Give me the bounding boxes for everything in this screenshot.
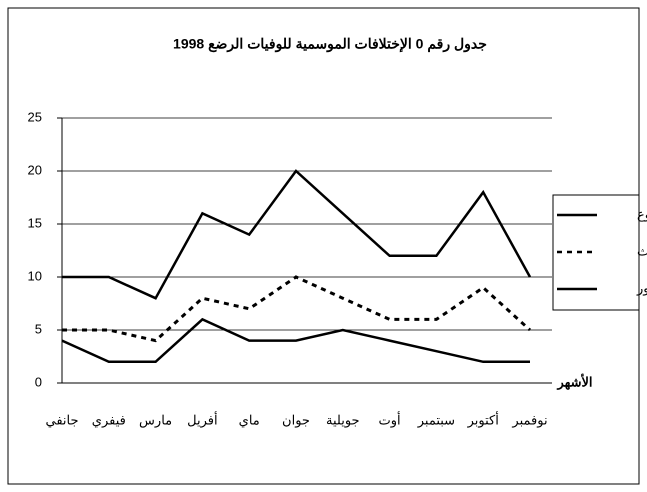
data-line xyxy=(61,317,530,364)
y-tick-label: 15 xyxy=(28,215,42,230)
x-tick-label: فيفري xyxy=(92,412,126,428)
x-tick-label: مارس xyxy=(139,412,172,428)
x-tick-label: جوان xyxy=(282,412,310,428)
y-tick-label: 25 xyxy=(28,109,42,124)
x-tick-label: جانفي xyxy=(45,412,78,427)
data-line xyxy=(62,275,532,343)
y-tick-label: 20 xyxy=(28,162,42,177)
y-tick-label: 0 xyxy=(35,374,42,389)
legend-box xyxy=(552,194,640,311)
y-tick-label: 5 xyxy=(35,321,42,336)
x-tick-label: ماي xyxy=(239,412,260,427)
x-axis-label: الأشهر xyxy=(556,373,592,390)
x-tick-label: أفريل xyxy=(187,411,217,428)
chart-frame xyxy=(7,7,640,485)
chart-title: جدول رقم 0 الإختلافات الموسمية للوفيات ا… xyxy=(173,36,487,54)
legend-label: إناث xyxy=(637,243,647,259)
x-tick-label: جويلية xyxy=(326,412,360,428)
x-tick-label: أوت xyxy=(379,411,401,428)
y-tick-label: 10 xyxy=(28,268,42,283)
data-line xyxy=(62,169,532,300)
legend-label: المجموع xyxy=(637,206,647,222)
x-tick-label: أكتوبر xyxy=(467,411,499,428)
x-tick-label: نوفمبر xyxy=(511,412,547,428)
legend-label: ذكور xyxy=(636,280,647,296)
x-tick-label: سبتمبر xyxy=(417,412,455,428)
